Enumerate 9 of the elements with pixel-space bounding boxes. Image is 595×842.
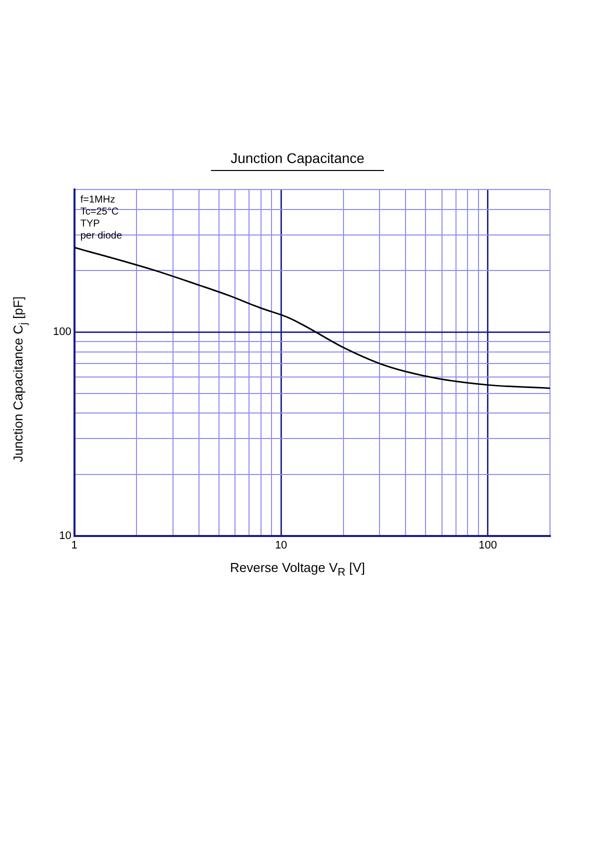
x-tick-label: 10 xyxy=(274,539,288,552)
chart-title: Junction Capacitance xyxy=(210,150,384,171)
x-axis-title: Reverse Voltage V$_{R}$ [V] xyxy=(228,560,366,579)
annotation: TYP xyxy=(80,218,100,230)
annotation: f=1MHz xyxy=(80,194,116,206)
x-tick-label: 1 xyxy=(71,539,78,552)
annotation: Tc=25°C xyxy=(80,206,119,218)
annotation: per diode xyxy=(80,230,122,242)
x-tick-label: 100 xyxy=(478,539,497,552)
